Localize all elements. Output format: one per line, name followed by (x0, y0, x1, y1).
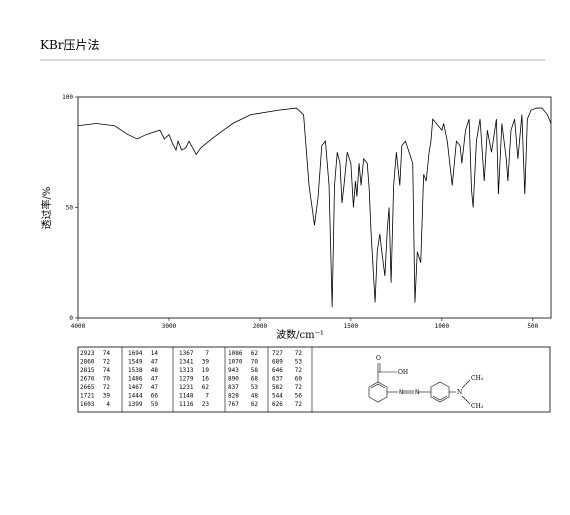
table-cell: 53 (295, 359, 303, 366)
table-cell: 16 (202, 376, 210, 383)
table-cell: 74 (103, 367, 111, 374)
table-cell: 544 (272, 393, 283, 400)
x-axis-label: 波数/cm⁻¹ (276, 328, 324, 341)
table-cell: 70 (251, 359, 259, 366)
structure (368, 363, 471, 405)
page-title: KBr压片法 (40, 38, 100, 52)
table-cell: 62 (251, 401, 259, 408)
table-cell: 70 (103, 376, 111, 383)
table-cell: 7 (205, 393, 209, 400)
table-cell: 1486 (128, 376, 143, 383)
table-cell: 1399 (128, 401, 143, 408)
table-cell: 47 (151, 376, 159, 383)
table-cell: 1467 (128, 384, 143, 391)
table-cell: 58 (251, 367, 259, 374)
y-tick-label: 0 (69, 315, 73, 322)
table-cell: 60 (295, 376, 303, 383)
table-cell: 943 (228, 367, 239, 374)
table-cell: 637 (272, 376, 283, 383)
table-cell: 2676 (80, 376, 95, 383)
table-cell: 2923 (80, 350, 95, 357)
atom-label: N (457, 389, 462, 396)
y-tick-label: 50 (66, 205, 74, 212)
table-cell: 2860 (80, 359, 95, 366)
table-cell: 47 (151, 359, 159, 366)
table-cell: 767 (228, 401, 239, 408)
table-cell: 1538 (128, 367, 143, 374)
table-cell: 1070 (228, 359, 243, 366)
table-cell: 890 (228, 376, 239, 383)
table-cell: 53 (251, 384, 259, 391)
table-cell: 2815 (80, 367, 95, 374)
table-cell: 1367 (179, 350, 194, 357)
table-cell: 1444 (128, 393, 143, 400)
table-cell: 72 (295, 367, 303, 374)
atom-label: O (376, 355, 381, 362)
y-axis-label: 透过率/% (40, 187, 53, 230)
table-cell: 1694 (128, 350, 143, 357)
table-cell: 1116 (179, 401, 194, 408)
table-cell: 62 (202, 384, 210, 391)
table-cell: 56 (295, 393, 303, 400)
table-cell: 19 (202, 367, 210, 374)
table-cell: 1313 (179, 367, 194, 374)
table-cell: 39 (202, 359, 210, 366)
table-cell: 1279 (179, 376, 194, 383)
x-tick-label: 2000 (253, 323, 268, 330)
table-frame (77, 346, 551, 413)
table-cell: 1086 (228, 350, 243, 357)
x-tick-label: 500 (527, 323, 538, 330)
table-cell: 646 (272, 367, 283, 374)
table-cell: 72 (103, 384, 111, 391)
table-cell: 1603 (80, 401, 95, 408)
plot-frame (77, 96, 552, 319)
table-cell: 828 (228, 393, 239, 400)
x-tick-label: 1000 (435, 323, 450, 330)
x-tick-label: 3000 (162, 323, 177, 330)
table-cell: 72 (103, 359, 111, 366)
table-cell: 14 (151, 350, 159, 357)
table-cell: 582 (272, 384, 283, 391)
x-tick-label: 4000 (71, 323, 86, 330)
table-cell: 1549 (128, 359, 143, 366)
y-tick-label: 100 (62, 94, 73, 101)
table-cell: 39 (103, 393, 111, 400)
table-cell: 689 (272, 359, 283, 366)
table-cell: 1231 (179, 384, 194, 391)
table-cell: 72 (295, 401, 303, 408)
table-cell: 1148 (179, 393, 194, 400)
table-cell: 837 (228, 384, 239, 391)
table-cell: 1341 (179, 359, 194, 366)
table-cell: 68 (251, 376, 259, 383)
table-cell: 626 (272, 401, 283, 408)
table-cell: 47 (151, 384, 159, 391)
table-cell: 74 (103, 350, 111, 357)
table-cell: 4 (106, 401, 110, 408)
table-cell: 48 (151, 367, 159, 374)
table-cell: 48 (251, 393, 259, 400)
table-cell: 66 (151, 393, 159, 400)
atom-label: OH (398, 369, 408, 376)
atom-label: CH₃ (471, 403, 484, 410)
spectrum-line (77, 107, 552, 307)
atom-label: N (415, 389, 420, 396)
table-cell: 2665 (80, 384, 95, 391)
table-cell: 727 (272, 350, 283, 357)
x-tick-label: 1500 (344, 323, 359, 330)
table-cell: 59 (151, 401, 159, 408)
table-cell: 23 (202, 401, 210, 408)
table-cell: 1721 (80, 393, 95, 400)
table-cell: 72 (295, 350, 303, 357)
table-cell: 62 (251, 350, 259, 357)
atom-label: N (399, 389, 404, 396)
table-cell: 72 (295, 384, 303, 391)
atom-label: CH₃ (471, 375, 484, 382)
table-cell: 7 (205, 350, 209, 357)
